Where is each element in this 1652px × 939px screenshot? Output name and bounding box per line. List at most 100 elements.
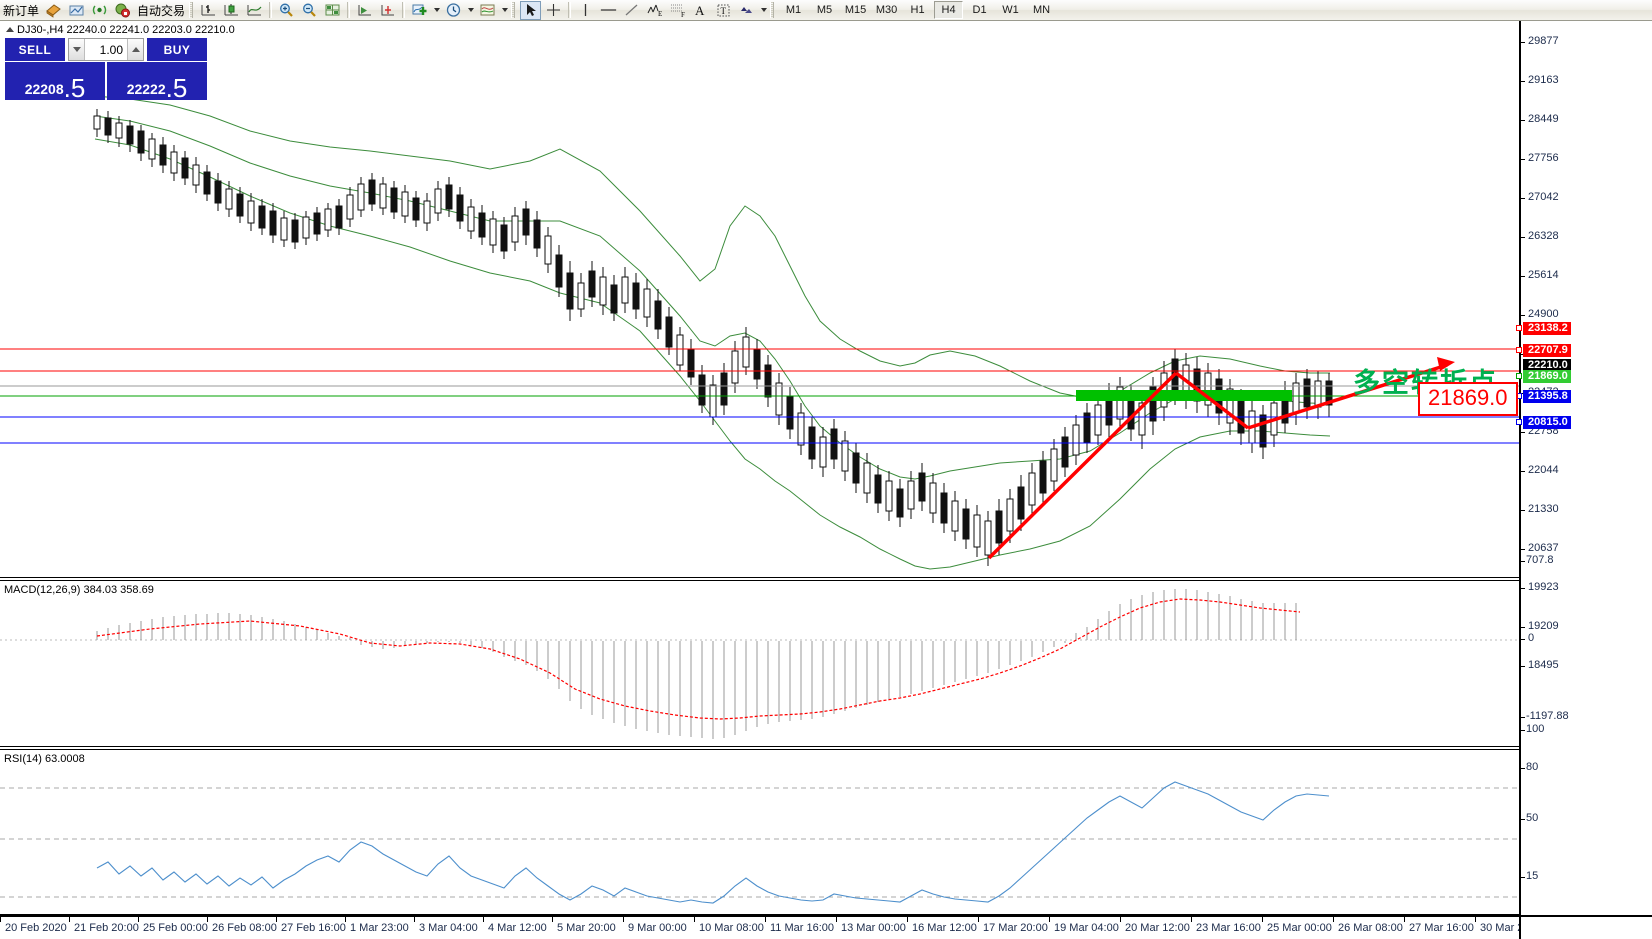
trendline-icon[interactable]	[621, 1, 642, 20]
auto-scroll-icon[interactable]	[322, 1, 343, 20]
templates-icon[interactable]	[477, 1, 498, 20]
navigator-icon[interactable]	[89, 1, 110, 20]
toolbar-separator	[347, 2, 351, 18]
symbol-info-text: DJ30-,H4 22240.0 22241.0 22203.0 22210.0	[17, 24, 235, 36]
expert-advisors-icon[interactable]	[43, 1, 64, 20]
one-click-trading-panel[interactable]: SELL 1.00 BUY 22208 .5 22222 .5	[5, 38, 207, 103]
rsi-pane-canvas[interactable]	[0, 750, 1519, 914]
chart-area[interactable]: DJ30-,H4 22240.0 22241.0 22203.0 22210.0…	[0, 21, 1652, 939]
bar-chart-icon[interactable]	[198, 1, 219, 20]
volume-stepper[interactable]: 1.00	[68, 38, 144, 61]
timeframe-m5[interactable]: M5	[816, 4, 833, 16]
data-window-icon[interactable]	[66, 1, 87, 20]
level-handle[interactable]	[1516, 325, 1522, 331]
volume-decrease-button[interactable]	[69, 39, 85, 60]
level-handle[interactable]	[1516, 373, 1522, 379]
timeframe-w1[interactable]: W1	[1002, 4, 1019, 16]
price-label-support-2[interactable]: 20815.0	[1516, 416, 1571, 429]
zoom-in-icon[interactable]	[276, 1, 297, 20]
price-pane[interactable]: DJ30-,H4 22240.0 22241.0 22203.0 22210.0…	[0, 21, 1652, 578]
macd-histogram	[96, 589, 1297, 739]
toolbar-grip[interactable]	[770, 2, 775, 18]
timeframe-m1[interactable]: M1	[785, 4, 802, 16]
vertical-line-icon[interactable]	[575, 1, 596, 20]
price-label-resistance-1[interactable]: 23138.2	[1516, 322, 1571, 335]
text-label-icon[interactable]: T	[713, 1, 734, 20]
svg-text:A: A	[695, 3, 705, 18]
scale-corner	[1519, 915, 1652, 939]
price-scale[interactable]: 29877 29163 28449 27756 27042 26328 2561…	[1516, 21, 1652, 915]
crosshair-icon[interactable]	[543, 1, 564, 20]
toolbar-grip[interactable]	[189, 2, 194, 18]
symbol-info-line: DJ30-,H4 22240.0 22241.0 22203.0 22210.0	[6, 24, 235, 36]
shapes-icon[interactable]	[736, 1, 757, 20]
sell-price-decimal: .5	[63, 72, 86, 103]
text-icon[interactable]: A	[690, 1, 711, 20]
period-dropdown-arrow[interactable]	[465, 1, 476, 20]
timeframe-h1[interactable]: H1	[910, 4, 925, 16]
rsi-tick-50: 50	[1521, 812, 1538, 824]
price-label-support-zone[interactable]: 21869.0	[1516, 370, 1571, 383]
rsi-pane[interactable]: RSI(14) 63.0008	[0, 749, 1652, 915]
level-handle[interactable]	[1516, 419, 1522, 425]
toolbar-separator	[402, 2, 406, 18]
timeframe-m30[interactable]: M30	[875, 4, 898, 16]
collapse-triangle-icon[interactable]	[6, 27, 14, 32]
price-label-current[interactable]: 22210.0	[1523, 359, 1571, 372]
time-tick: 4 Mar 12:00	[483, 917, 547, 934]
indicators-dropdown-arrow[interactable]	[431, 1, 442, 20]
macd-pane[interactable]: MACD(12,26,9) 384.03 358.69	[0, 580, 1652, 747]
timeframe-m15[interactable]: M15	[844, 4, 867, 16]
rsi-tick-100: 100	[1521, 723, 1544, 735]
time-tick: 10 Mar 08:00	[694, 917, 764, 934]
price-pane-canvas[interactable]	[0, 21, 1519, 577]
volume-input[interactable]: 1.00	[99, 42, 123, 57]
toolbar-grip[interactable]	[511, 2, 516, 18]
sell-price[interactable]: 22208 .5	[5, 62, 105, 103]
macd-tick-min: -1197.88	[1521, 710, 1569, 722]
macd-pane-canvas[interactable]	[0, 581, 1519, 746]
fibonacci-icon[interactable]: F	[667, 1, 688, 20]
price-label-support-1[interactable]: 21395.8	[1516, 390, 1571, 403]
sell-button[interactable]: SELL	[5, 38, 65, 61]
autotrading-button[interactable]: 自动交易	[137, 3, 186, 18]
candlestick-chart-icon[interactable]	[221, 1, 242, 20]
time-tick: 26 Feb 08:00	[207, 917, 277, 934]
chart-shift-icon[interactable]	[354, 1, 375, 20]
trend-arrow-projection	[1247, 363, 1448, 430]
support-zone-rect	[1076, 390, 1292, 401]
indicators-icon[interactable]	[409, 1, 430, 20]
time-scale[interactable]: 20 Feb 2020 21 Feb 20:00 25 Feb 00:00 26…	[0, 915, 1545, 939]
shapes-dropdown-arrow[interactable]	[758, 1, 769, 20]
bollinger-middle-band	[94, 115, 1331, 480]
price-tick: 21330	[1521, 503, 1559, 515]
bollinger-lower-band	[94, 138, 1331, 570]
price-tick: 19923	[1521, 581, 1559, 593]
bollinger-upper-band	[94, 95, 1330, 400]
cursor-icon[interactable]	[520, 0, 542, 20]
autotrading-icon[interactable]	[112, 1, 133, 20]
buy-price[interactable]: 22222 .5	[107, 62, 207, 101]
price-tick: 25614	[1521, 269, 1559, 281]
time-tick: 16 Mar 12:00	[907, 917, 977, 934]
one-click-prices: 22208 .5 22222 .5	[5, 62, 207, 103]
timeframe-d1[interactable]: D1	[972, 4, 987, 16]
templates-dropdown-arrow[interactable]	[499, 1, 510, 20]
time-tick: 21 Feb 20:00	[69, 917, 139, 934]
svg-text:E: E	[658, 10, 662, 18]
time-tick: 11 Mar 16:00	[765, 917, 834, 934]
timeframe-h4[interactable]: H4	[934, 1, 964, 19]
period-icon[interactable]	[443, 1, 464, 20]
timeframe-mn[interactable]: MN	[1032, 4, 1051, 16]
new-order-button[interactable]: 新订单	[3, 3, 40, 18]
zoom-out-icon[interactable]	[299, 1, 320, 20]
price-label-resistance-2[interactable]: 22707.9	[1516, 344, 1571, 357]
buy-button[interactable]: BUY	[147, 38, 207, 61]
chart-end-icon[interactable]	[377, 1, 398, 20]
line-chart-icon[interactable]	[244, 1, 265, 20]
horizontal-line-icon[interactable]	[598, 1, 619, 20]
time-tick: 19 Mar 04:00	[1049, 917, 1119, 934]
volume-increase-button[interactable]	[127, 39, 143, 60]
level-handle[interactable]	[1516, 347, 1522, 353]
elliott-wave-icon[interactable]: E	[644, 1, 665, 20]
